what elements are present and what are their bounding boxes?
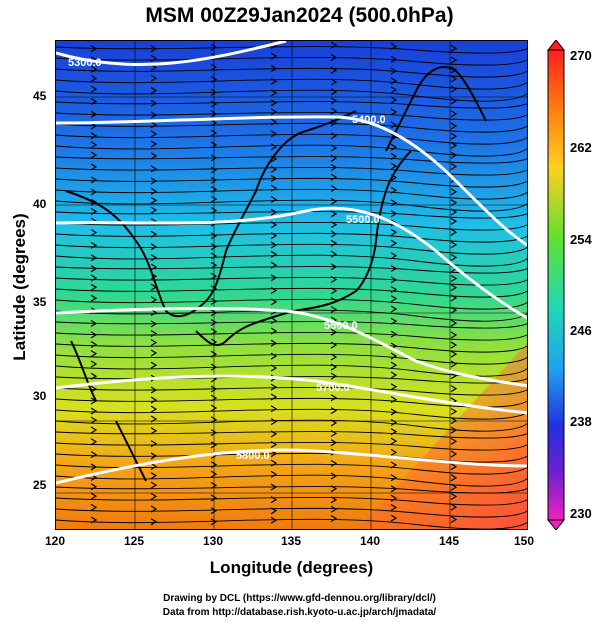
colorbar-tick: 230 xyxy=(570,506,592,521)
map-plot-area: 5300.0 5400.0 5500.0 5600.0 5700.0 5800.… xyxy=(55,40,528,530)
x-tick: 150 xyxy=(514,534,535,548)
contour-label-5800: 5800.0 xyxy=(236,450,270,462)
y-tick: 30 xyxy=(33,389,47,403)
contour-label-5300: 5300.0 xyxy=(68,57,102,69)
x-tick: 135 xyxy=(281,534,302,548)
y-axis-title: Latitude (degrees) xyxy=(10,213,29,361)
x-tick: 140 xyxy=(360,534,381,548)
coastlines xyxy=(65,66,487,482)
y-tick: 35 xyxy=(33,295,47,309)
y-tick: 45 xyxy=(33,89,47,103)
credit-drawing: Drawing by DCL (https://www.gfd-dennou.o… xyxy=(163,593,436,604)
y-tick: 40 xyxy=(33,197,47,211)
y-tick: 25 xyxy=(33,478,47,492)
x-tick: 125 xyxy=(124,534,145,548)
height-contours xyxy=(56,41,527,485)
x-tick: 130 xyxy=(203,534,224,548)
contour-label-5400: 5400.0 xyxy=(352,114,386,126)
colorbar-tick: 246 xyxy=(570,323,592,338)
contour-label-5500: 5500.0 xyxy=(346,214,380,226)
x-axis-title: Longitude (degrees) xyxy=(209,558,374,577)
credit-data: Data from http://database.rish.kyoto-u.a… xyxy=(162,607,437,618)
colorbar-tick: 238 xyxy=(570,414,592,429)
x-tick: 120 xyxy=(45,534,66,548)
colorbar-tick: 262 xyxy=(570,140,592,155)
warm-region xyxy=(357,343,527,529)
x-tick: 145 xyxy=(439,534,460,548)
map-title: MSM 00Z29Jan2024 (500.0hPa) xyxy=(145,4,454,27)
contour-label-5600: 5600.0 xyxy=(324,320,358,332)
contour-label-5700: 5700.0 xyxy=(316,382,350,394)
colorbar-tick: 254 xyxy=(570,232,592,247)
colorbar-tick: 270 xyxy=(570,48,592,63)
colorbar xyxy=(546,40,566,530)
